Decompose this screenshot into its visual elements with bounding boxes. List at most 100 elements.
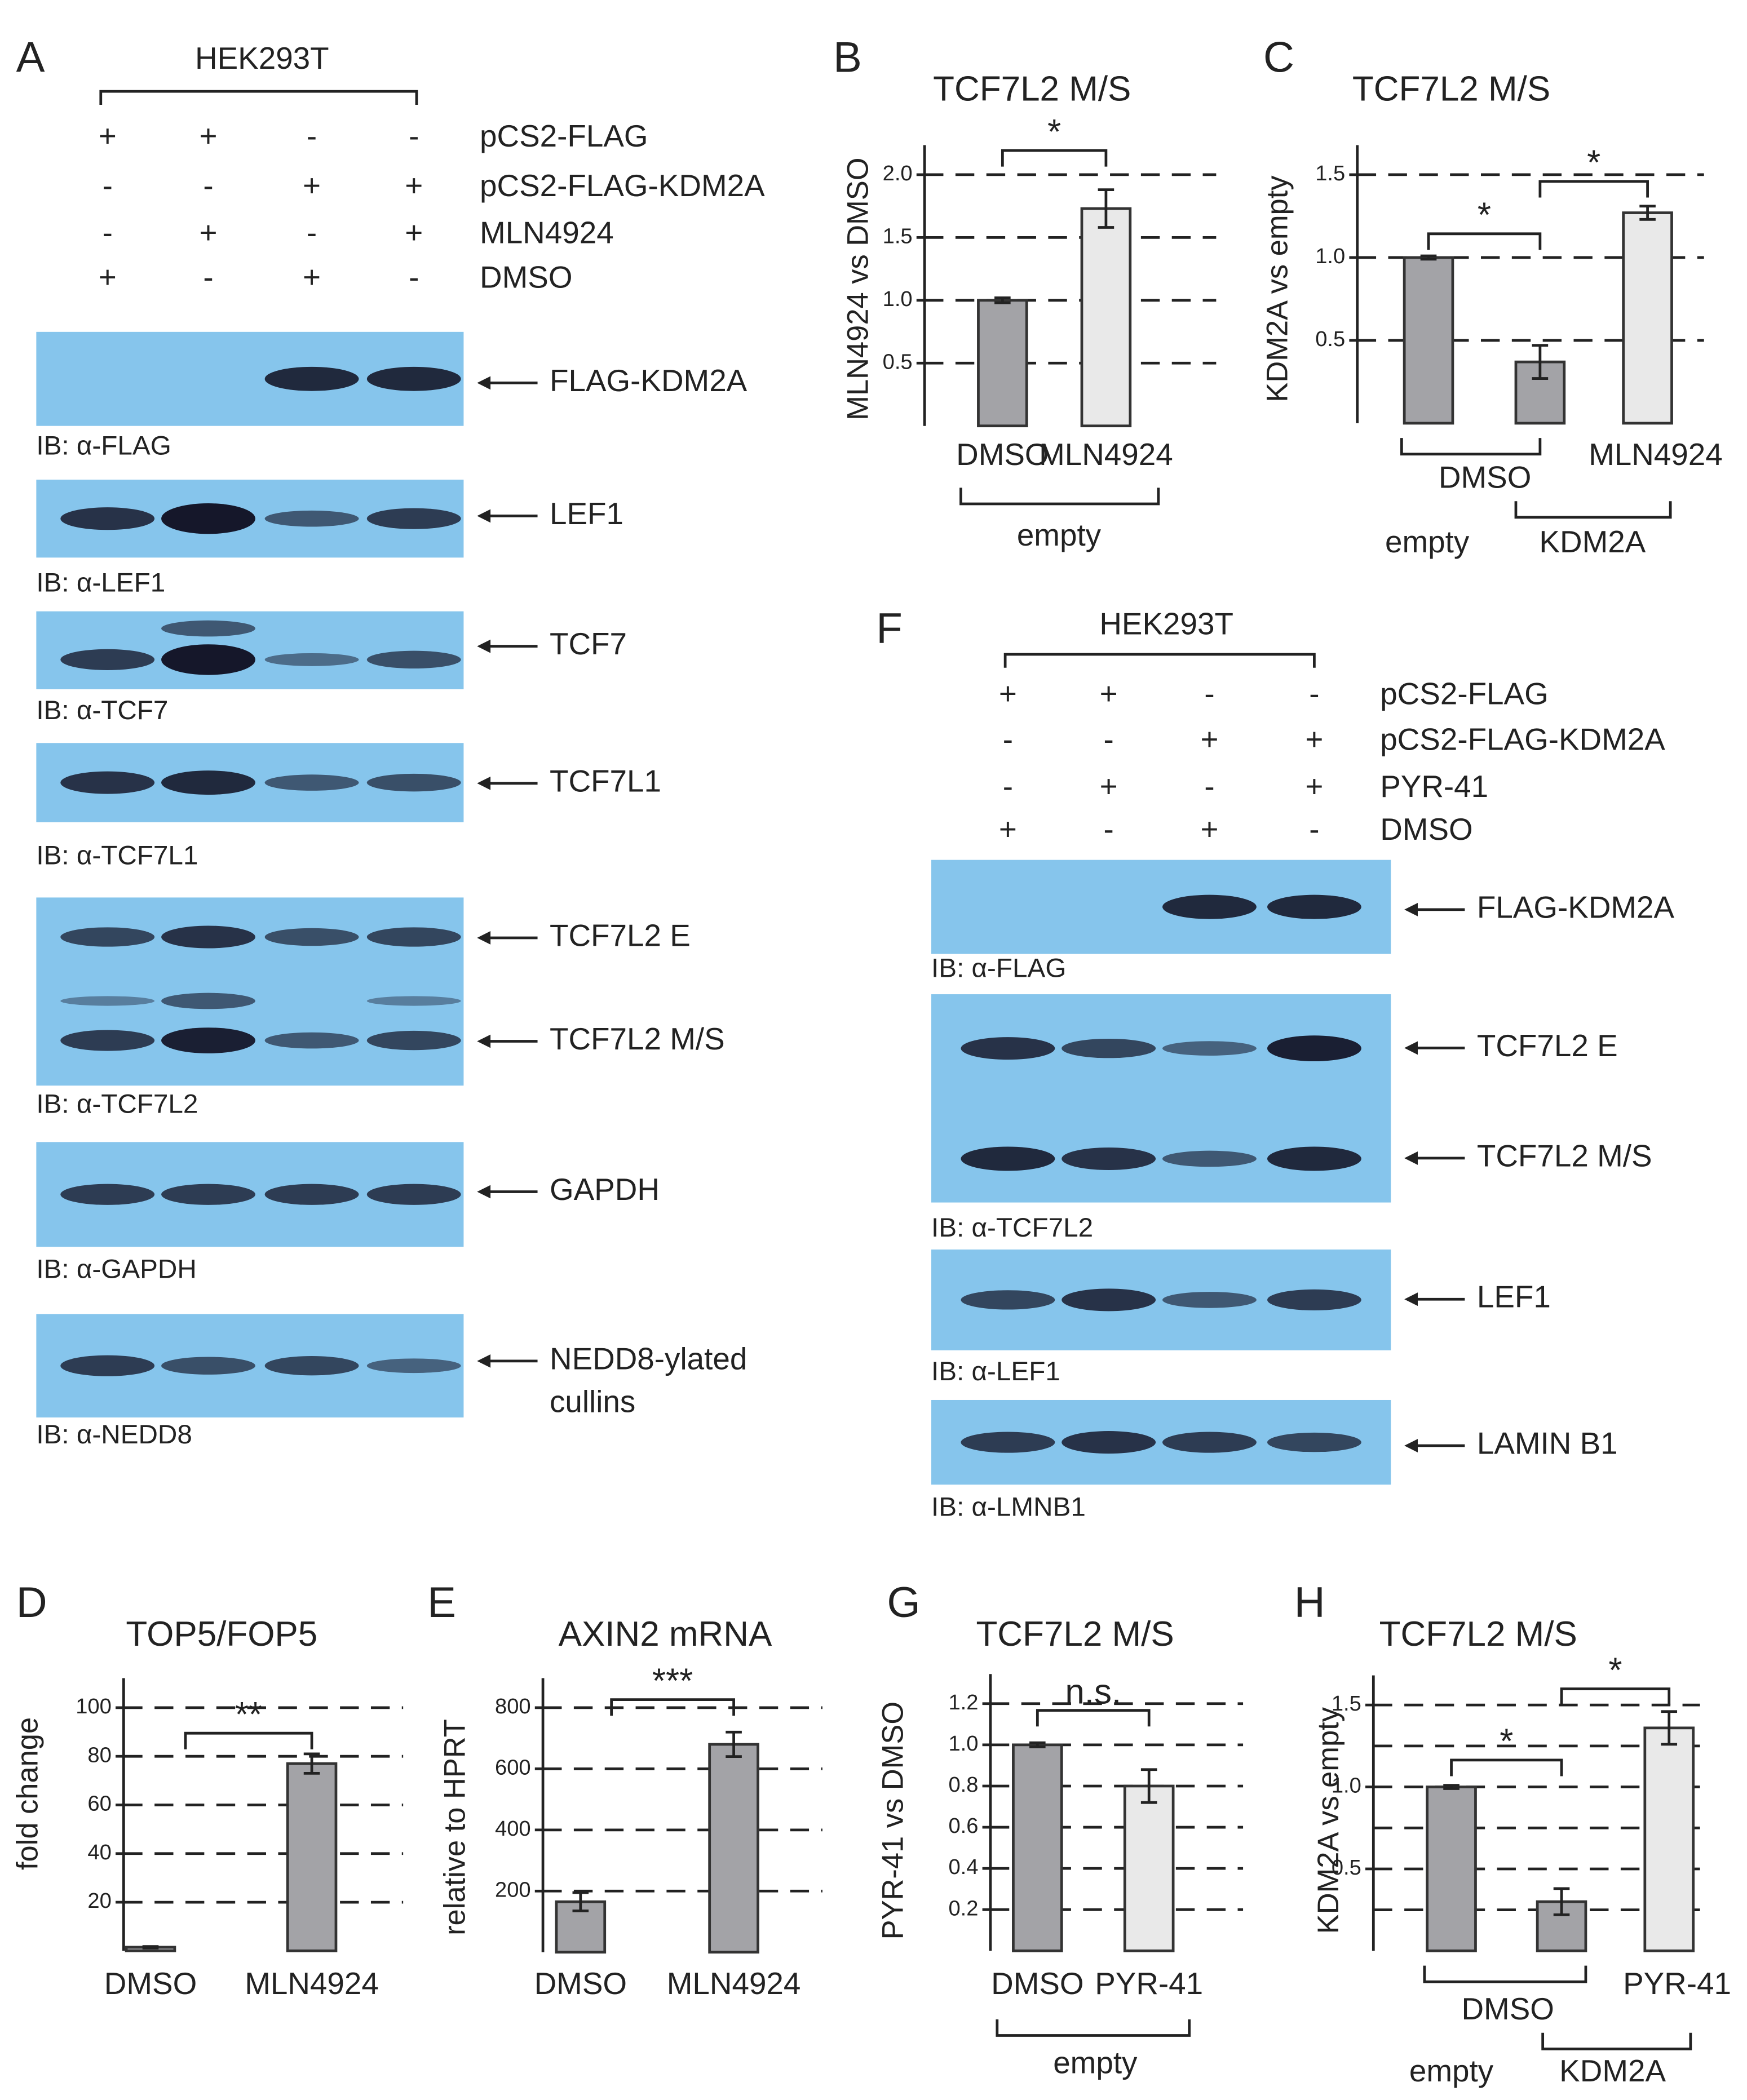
error-bar-line	[1639, 205, 1656, 221]
blot-band	[366, 1358, 461, 1374]
blot-band	[1062, 1431, 1156, 1454]
significance-bracket	[1036, 1709, 1151, 1727]
arrow-head	[477, 509, 491, 523]
panel-letter: F	[876, 605, 903, 653]
x-tick-label: MLN4924	[245, 1966, 379, 2001]
condition-name: DMSO	[1380, 812, 1472, 847]
group-label: empty	[1053, 2045, 1138, 2080]
band-label: LAMIN B1	[1477, 1426, 1618, 1461]
blot-band	[1062, 1147, 1156, 1170]
blot-band	[60, 771, 155, 794]
error-bar-line	[1553, 1887, 1570, 1916]
cell-line-bracket	[1003, 653, 1316, 668]
bar	[1080, 207, 1132, 428]
blot-band	[961, 1037, 1055, 1060]
blot-band	[1267, 1289, 1361, 1310]
chart-title: TCF7L2 M/S	[976, 1615, 1174, 1654]
antibody-label: IB: α-TCF7L2	[931, 1213, 1093, 1243]
chart-title: AXIN2 mRNA	[559, 1615, 772, 1654]
cell-line: HEK293T	[195, 41, 329, 76]
significance-bracket	[610, 1698, 735, 1716]
cell-line: HEK293T	[1099, 606, 1233, 641]
condition-sign: +	[99, 118, 117, 153]
significance-bracket	[1427, 232, 1542, 250]
significance-label: ***	[652, 1662, 693, 1700]
blot-band	[60, 1030, 155, 1051]
y-tick-label: 1.0	[1315, 244, 1345, 268]
condition-name: pCS2-FLAG-KDM2A	[1380, 721, 1665, 756]
y-tick-label: 1.2	[948, 1690, 978, 1714]
blot-band	[264, 1032, 359, 1049]
arrow-head	[1404, 1041, 1418, 1055]
treatment-label-bracket	[1423, 1965, 1587, 1983]
antibody-label: IB: α-LEF1	[36, 568, 165, 598]
blot-band	[264, 366, 359, 391]
blot-band	[264, 653, 359, 666]
bar	[1622, 211, 1673, 425]
condition-sign: -	[203, 259, 213, 294]
x-tick-label: MLN4924	[1039, 437, 1173, 472]
x-tick-label: DMSO	[956, 437, 1049, 472]
condition-sign: -	[1003, 721, 1013, 756]
y-axis-label: PYR-41 vs DMSO	[877, 1702, 910, 1940]
band-label: cullins	[550, 1384, 635, 1419]
error-bar	[1639, 205, 1656, 221]
y-axis-label: relative to HPRT	[439, 1719, 471, 1935]
condition-sign: -	[409, 118, 419, 153]
band-label: FLAG-KDM2A	[550, 363, 748, 398]
blot-band	[1162, 1041, 1257, 1056]
y-tick-label: 1.0	[948, 1731, 978, 1756]
y-tick-label: 0.5	[1332, 1855, 1361, 1880]
group-label-bracket	[1541, 2032, 1692, 2050]
significance-bracket	[1538, 180, 1649, 198]
error-bar	[1532, 344, 1549, 380]
blot-band	[60, 1184, 155, 1205]
error-bar-line	[1443, 1784, 1459, 1790]
bar	[1403, 256, 1454, 425]
blot-membrane	[931, 994, 1391, 1203]
treatment-label-bracket	[1400, 438, 1542, 456]
error-bar-line	[1532, 344, 1549, 380]
significance-bracket	[1001, 149, 1108, 167]
condition-sign: -	[203, 168, 213, 203]
blot-band	[366, 650, 461, 669]
blot-band	[1267, 1432, 1361, 1452]
error-bar	[1553, 1887, 1570, 1916]
error-bar-line	[994, 296, 1011, 304]
y-tick-label: 0.2	[948, 1896, 978, 1920]
y-tick-label: 0.4	[948, 1855, 978, 1879]
antibody-label: IB: α-TCF7	[36, 695, 168, 725]
blot-band	[366, 508, 461, 529]
condition-sign: +	[1100, 676, 1118, 711]
significance-label: *	[1608, 1651, 1622, 1690]
error-bar	[142, 1945, 159, 1950]
blot-band	[366, 996, 461, 1006]
blot-band	[366, 366, 461, 391]
antibody-label: IB: α-GAPDH	[36, 1255, 196, 1284]
panel-letter: A	[16, 33, 45, 81]
y-tick-label: 1.5	[1315, 161, 1345, 185]
arrow-head	[477, 1185, 491, 1199]
condition-sign: -	[1204, 769, 1214, 804]
y-tick-label: 20	[87, 1889, 111, 1913]
bar	[977, 299, 1028, 428]
condition-sign: +	[1100, 769, 1118, 804]
y-tick-label: 1.5	[1332, 1691, 1361, 1716]
arrow-head	[1404, 902, 1418, 916]
blot-band	[961, 1432, 1055, 1453]
error-bar	[726, 1730, 742, 1758]
condition-sign: +	[99, 259, 117, 294]
error-bar	[1420, 254, 1437, 261]
panel-letter: D	[16, 1579, 47, 1627]
error-bar-line	[1029, 1741, 1046, 1748]
error-bar-line	[1140, 1768, 1157, 1804]
condition-sign: +	[999, 812, 1017, 847]
group-label: empty	[1017, 517, 1102, 552]
condition-sign: +	[199, 215, 217, 250]
significance-label: n.s.	[1065, 1672, 1121, 1711]
blot-band	[1267, 1035, 1361, 1062]
error-bar-line	[142, 1945, 159, 1950]
treatment-label: DMSO	[1439, 460, 1531, 495]
error-bar	[1098, 188, 1114, 229]
treatment-label: PYR-41	[1623, 1966, 1731, 2001]
